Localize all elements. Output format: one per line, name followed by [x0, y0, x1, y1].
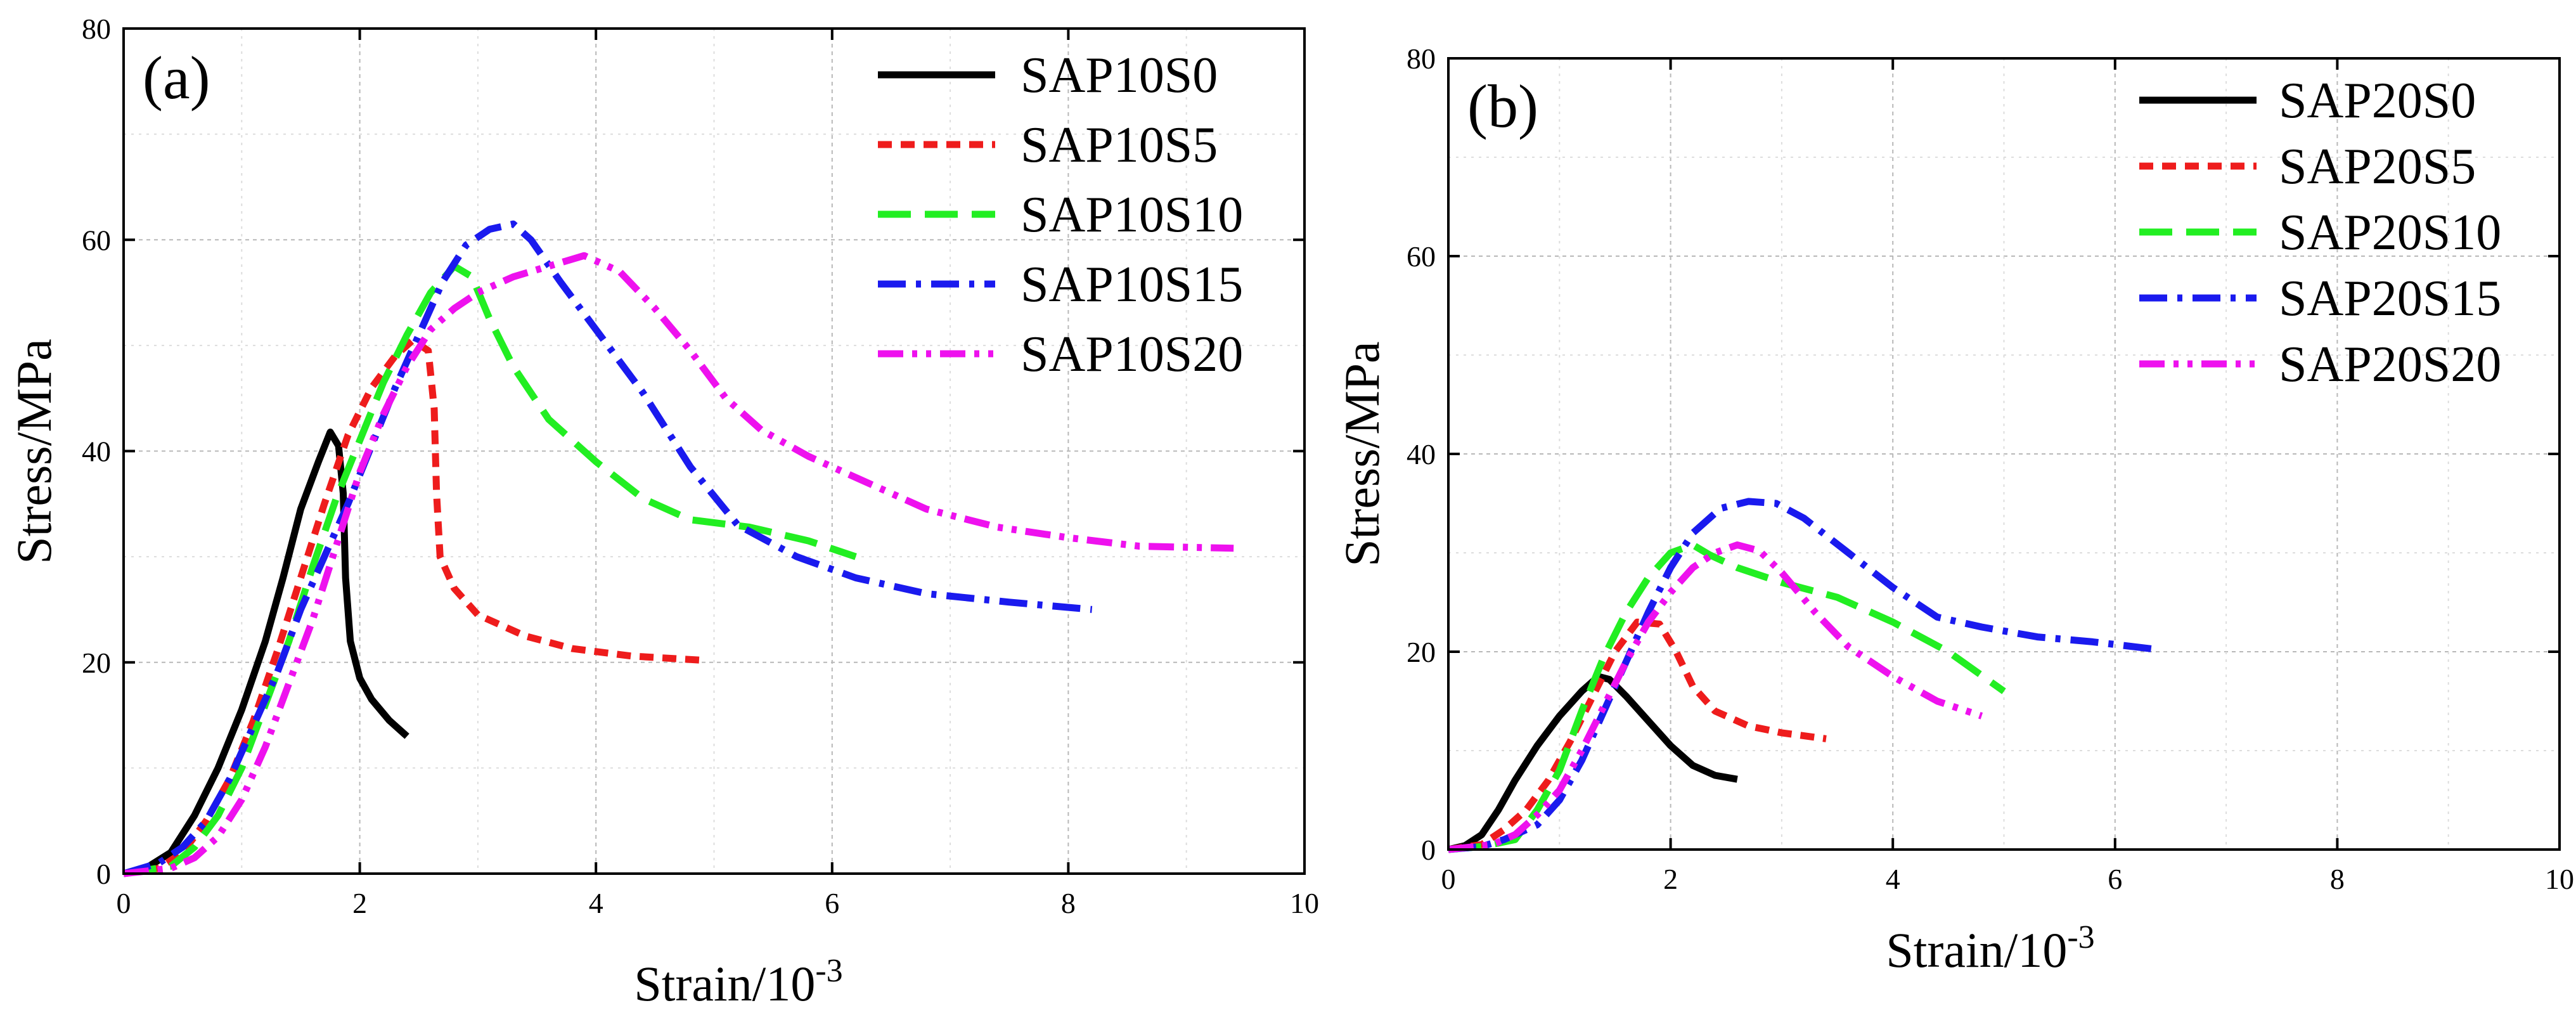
x-axis-title-text: Strain/10: [634, 956, 815, 1011]
series-line-sap10s20: [123, 252, 1234, 877]
legend-label: SAP20S0: [2279, 73, 2476, 129]
grid: [124, 29, 1304, 874]
panel-label: (a): [143, 44, 210, 112]
legend-label: SAP10S20: [1021, 326, 1243, 382]
series-line-sap20s15: [1448, 498, 2160, 853]
series-line-sap20s5: [1448, 618, 1827, 853]
legend: SAP20S0 SAP20S5 SAP20S10 SAP20S15 SAP20S20: [2139, 73, 2501, 392]
y-tick-label: 40: [82, 436, 111, 468]
legend-label: SAP20S10: [2279, 205, 2501, 261]
x-tick-label: 4: [1886, 863, 1900, 895]
chart-panel-b: 0 2 4 6 8 10 0 20 40 60 80 Strain/10-3 Stress/MPa (b)…: [1334, 42, 2574, 978]
legend-label: SAP10S10: [1021, 187, 1243, 243]
legend-label: SAP20S15: [2279, 271, 2501, 326]
x-tick-label: 2: [352, 887, 367, 919]
x-tick-label: 8: [1061, 887, 1076, 919]
y-tick-label: 80: [1407, 42, 1436, 75]
y-tick-label: 20: [1407, 636, 1436, 668]
x-tick-label: 4: [589, 887, 603, 919]
y-tick-label: 20: [82, 647, 111, 679]
y-axis-title: Stress/MPa: [6, 339, 61, 564]
legend-label: SAP20S20: [2279, 337, 2501, 392]
y-tick-label: 0: [96, 858, 111, 890]
grid: [1448, 58, 2560, 850]
x-axis-title: Strain/10-3: [1886, 919, 2094, 978]
x-axis-title: Strain/10-3: [634, 953, 842, 1011]
x-tick-label: 10: [1290, 887, 1319, 919]
x-tick-label: 0: [1441, 863, 1456, 895]
y-tick-label: 80: [82, 13, 111, 45]
series-line-sap10s10: [123, 262, 857, 877]
y-axis-title: Stress/MPa: [1334, 341, 1389, 566]
x-tick-label: 0: [117, 887, 131, 919]
y-tick-label: 60: [1407, 240, 1436, 273]
series-line-sap10s5: [123, 337, 703, 877]
x-tick-label: 8: [2330, 863, 2345, 895]
legend: SAP10S0 SAP10S5 SAP10S10 SAP10S15 SAP10S20: [878, 48, 1243, 382]
y-tick-label: 40: [1407, 438, 1436, 470]
chart-panel-a: 0 2 4 6 8 10 0 20 40 60 80 Strain/10-3 Stress/MPa (a)…: [6, 13, 1319, 1011]
series-line-sap10s0: [122, 429, 409, 877]
x-axis-title-text: Strain/10: [1886, 922, 2067, 978]
x-tick-label: 6: [825, 887, 839, 919]
legend-label: SAP10S0: [1021, 48, 1218, 103]
x-axis-title-exponent: -3: [2067, 919, 2094, 955]
legend-label: SAP20S5: [2279, 139, 2476, 195]
legend-label: SAP10S5: [1021, 117, 1218, 173]
y-tick-label: 60: [82, 224, 111, 256]
panel-label: (b): [1467, 72, 1538, 140]
x-tick-label: 2: [1663, 863, 1678, 895]
y-tick-label: 0: [1421, 834, 1436, 866]
x-tick-label: 6: [2108, 863, 2122, 895]
x-tick-label: 10: [2545, 863, 2574, 895]
legend-label: SAP10S15: [1021, 257, 1243, 313]
x-axis-title-exponent: -3: [815, 953, 842, 989]
series-line-sap10s15: [122, 220, 1093, 877]
series-line-sap20s20: [1448, 541, 1983, 853]
series-line-sap20s10: [1448, 541, 2006, 853]
